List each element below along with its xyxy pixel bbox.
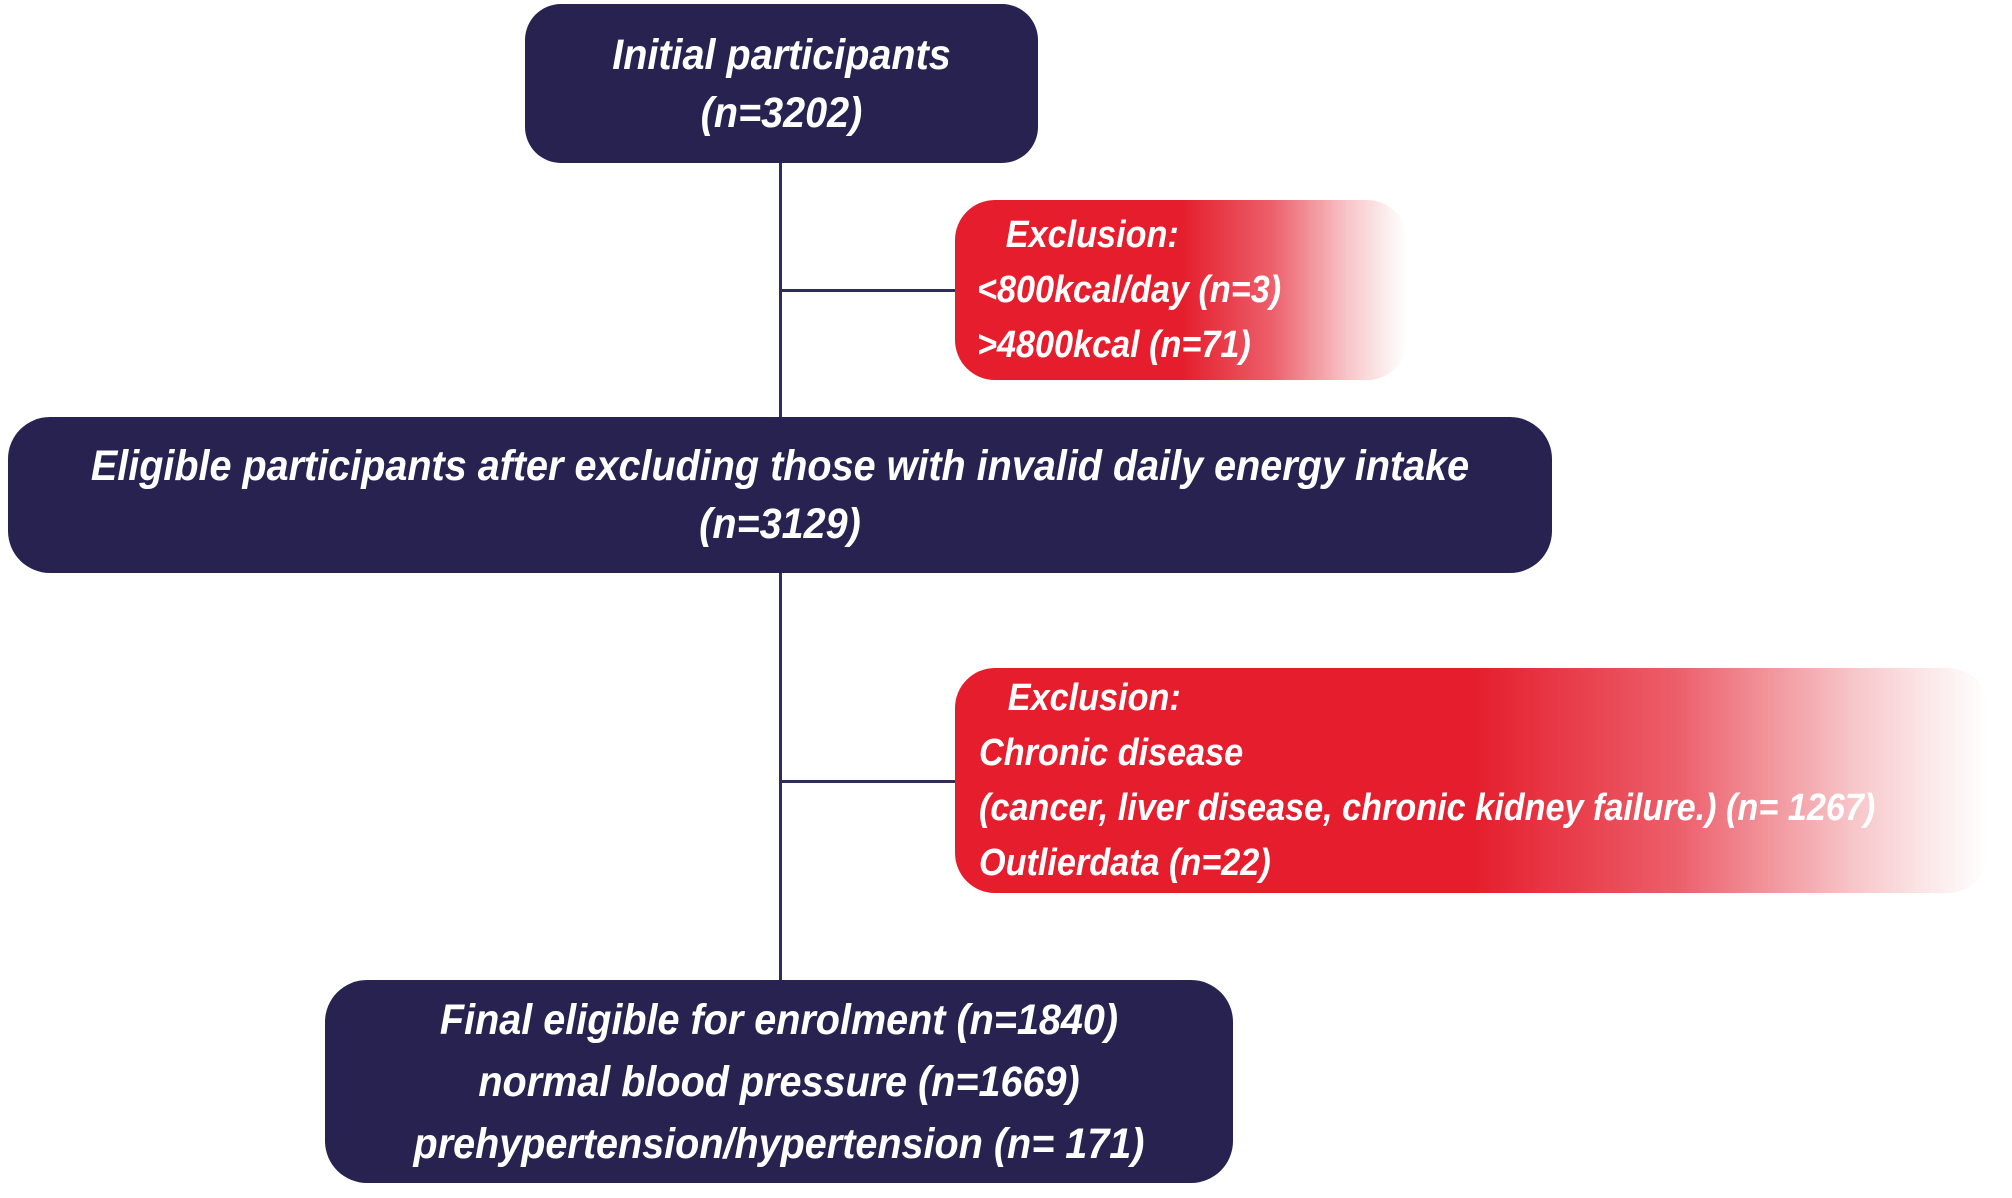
node-final-eligible: Final eligible for enrolment (n=1840) no… [325, 980, 1233, 1183]
node-final-text: Final eligible for enrolment (n=1840) no… [361, 989, 1196, 1175]
node-initial-text: Initial participants (n=3202) [546, 26, 1018, 142]
node-exclusion-2-line-3: Outlierdata (n=22) [979, 841, 1271, 884]
node-eligible-participants: Eligible participants after excluding th… [8, 417, 1552, 573]
node-exclusion-chronic-disease: Exclusion: Chronic disease (cancer, live… [955, 668, 1988, 893]
node-final-line-2: normal blood pressure (n=1669) [478, 1057, 1080, 1106]
node-eligible-count: (n=3129) [699, 500, 861, 548]
node-exclusion-2-label: Exclusion: [1007, 676, 1181, 719]
node-initial-count: (n=3202) [700, 88, 863, 137]
node-eligible-text: Eligible participants after excluding th… [70, 437, 1490, 553]
connector-eligible-to-final [779, 573, 782, 980]
node-final-line-3: prehypertension/hypertension (n= 171) [413, 1119, 1145, 1168]
node-exclusion-2-line-1: Chronic disease [979, 731, 1244, 774]
connector-branch-exclusion-2 [779, 780, 957, 783]
node-exclusion-1-label: Exclusion: [1005, 213, 1179, 256]
node-exclusion-1-text: Exclusion: <800kcal/day (n=3) >4800kcal … [977, 208, 1364, 373]
connector-branch-exclusion-1 [779, 289, 957, 292]
node-exclusion-2-text: Exclusion: Chronic disease (cancer, live… [979, 671, 1887, 891]
node-final-line-1: Final eligible for enrolment (n=1840) [439, 995, 1119, 1044]
node-exclusion-2-line-2: (cancer, liver disease, chronic kidney f… [979, 786, 1876, 829]
node-exclusion-energy-intake: Exclusion: <800kcal/day (n=3) >4800kcal … [955, 200, 1407, 380]
node-initial-participants: Initial participants (n=3202) [525, 4, 1038, 163]
node-exclusion-1-line-2: >4800kcal (n=71) [977, 323, 1251, 366]
node-exclusion-1-line-1: <800kcal/day (n=3) [977, 268, 1282, 311]
node-eligible-line-1: Eligible participants after excluding th… [90, 442, 1470, 490]
node-initial-line-1: Initial participants [612, 30, 951, 79]
